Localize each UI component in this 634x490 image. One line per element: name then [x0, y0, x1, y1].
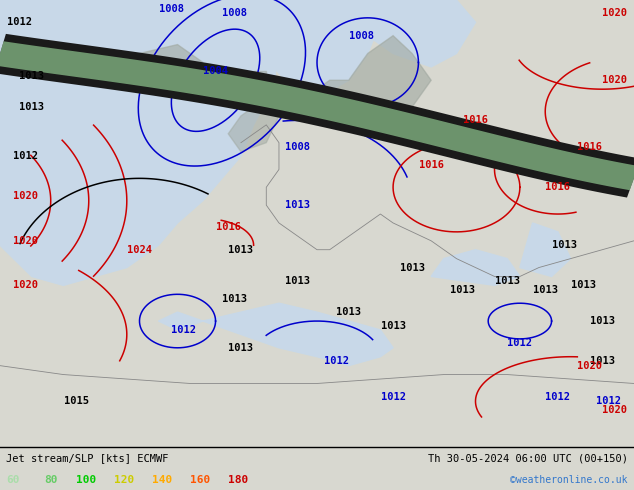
Text: 1016: 1016 — [545, 182, 571, 192]
Polygon shape — [228, 98, 279, 151]
Text: 1020: 1020 — [602, 8, 628, 19]
Text: 1016: 1016 — [418, 160, 444, 170]
Text: 1013: 1013 — [495, 276, 520, 286]
Text: 1012: 1012 — [507, 338, 533, 348]
Text: 1012: 1012 — [171, 325, 197, 335]
Text: 1013: 1013 — [222, 294, 247, 304]
Text: 1013: 1013 — [336, 307, 361, 317]
Text: 1020: 1020 — [602, 75, 628, 85]
Text: ©weatheronline.co.uk: ©weatheronline.co.uk — [510, 475, 628, 485]
Text: 1013: 1013 — [19, 71, 44, 81]
Text: 1013: 1013 — [380, 320, 406, 331]
Text: 1013: 1013 — [552, 240, 577, 250]
Text: 1012: 1012 — [13, 151, 38, 161]
Polygon shape — [0, 0, 285, 285]
Text: 1013: 1013 — [19, 102, 44, 112]
Text: 1013: 1013 — [590, 356, 615, 366]
Text: 1013: 1013 — [399, 263, 425, 272]
Text: 120: 120 — [114, 475, 134, 485]
Text: 180: 180 — [228, 475, 249, 485]
Polygon shape — [317, 36, 431, 134]
Text: 1013: 1013 — [590, 316, 615, 326]
Text: 1013: 1013 — [571, 280, 596, 291]
Text: 1016: 1016 — [463, 115, 488, 125]
Text: 1004: 1004 — [203, 66, 228, 76]
Text: 1008: 1008 — [349, 31, 374, 41]
Polygon shape — [241, 0, 380, 98]
Text: 1024: 1024 — [127, 245, 152, 255]
Text: 1013: 1013 — [533, 285, 558, 295]
Text: Th 30-05-2024 06:00 UTC (00+150): Th 30-05-2024 06:00 UTC (00+150) — [428, 453, 628, 463]
Text: 1008: 1008 — [222, 8, 247, 19]
Polygon shape — [139, 45, 203, 80]
Text: 1013: 1013 — [285, 200, 311, 210]
Text: 100: 100 — [76, 475, 96, 485]
Text: 1013: 1013 — [450, 285, 476, 295]
Text: 1012: 1012 — [380, 392, 406, 402]
Polygon shape — [158, 303, 393, 366]
Text: 140: 140 — [152, 475, 172, 485]
Polygon shape — [349, 0, 476, 67]
Text: 1020: 1020 — [13, 191, 38, 201]
Text: 1012: 1012 — [6, 17, 32, 27]
Polygon shape — [254, 72, 266, 80]
Text: 80: 80 — [44, 475, 58, 485]
Text: 1016: 1016 — [216, 222, 241, 232]
Text: 1020: 1020 — [13, 236, 38, 246]
Text: 60: 60 — [6, 475, 20, 485]
Polygon shape — [0, 34, 634, 197]
Text: 1012: 1012 — [596, 396, 621, 406]
Text: 1013: 1013 — [228, 245, 254, 255]
Text: 1012: 1012 — [323, 356, 349, 366]
Text: 160: 160 — [190, 475, 210, 485]
Text: 1016: 1016 — [577, 142, 602, 152]
Polygon shape — [520, 223, 571, 276]
Polygon shape — [431, 250, 520, 285]
Text: 1013: 1013 — [228, 343, 254, 353]
Polygon shape — [0, 41, 634, 190]
Text: 1015: 1015 — [63, 396, 89, 406]
Text: 1008: 1008 — [285, 142, 311, 152]
Text: 1020: 1020 — [602, 405, 628, 415]
Text: Jet stream/SLP [kts] ECMWF: Jet stream/SLP [kts] ECMWF — [6, 453, 169, 463]
Text: 1020: 1020 — [13, 280, 38, 291]
Text: 1012: 1012 — [545, 392, 571, 402]
Text: 1008: 1008 — [158, 4, 184, 14]
Text: 1020: 1020 — [577, 361, 602, 370]
Text: 1013: 1013 — [285, 276, 311, 286]
